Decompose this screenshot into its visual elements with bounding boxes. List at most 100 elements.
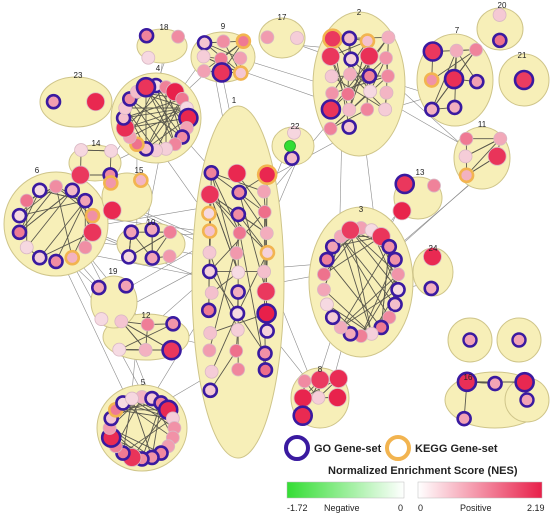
intra-cluster-edge <box>347 37 389 95</box>
gene-set-node <box>257 264 271 279</box>
gene-set-node <box>290 31 304 45</box>
cluster-number-label: 9 <box>221 22 226 31</box>
gene-set-node <box>31 249 48 266</box>
gene-set-node <box>229 246 244 260</box>
gene-set-node <box>19 240 34 255</box>
gene-set-node <box>196 49 211 64</box>
gene-set-node <box>287 125 301 140</box>
gene-set-node <box>333 320 348 335</box>
intra-cluster-edge <box>125 117 189 129</box>
gene-set-node <box>64 249 81 266</box>
gene-set-node <box>381 238 398 255</box>
gene-set-node <box>216 34 231 49</box>
gene-set-node <box>231 184 248 201</box>
gene-set-node <box>293 388 313 408</box>
gene-set-node <box>292 405 314 426</box>
intra-cluster-edge <box>360 259 396 337</box>
gene-set-node <box>171 29 185 44</box>
gene-set-node <box>342 102 357 117</box>
cluster-number-label: 17 <box>278 13 287 22</box>
gene-set-node <box>387 251 403 268</box>
gene-set-node <box>231 265 246 280</box>
gene-set-node <box>201 263 218 280</box>
intra-cluster-edge <box>208 252 210 311</box>
gene-set-node <box>230 284 246 300</box>
gene-set-node <box>229 305 246 322</box>
gene-set-node <box>462 332 478 348</box>
gene-set-node <box>511 332 527 348</box>
gene-set-node <box>196 35 213 51</box>
gene-set-node <box>514 371 535 393</box>
gene-set-node <box>201 223 218 239</box>
intra-cluster-edge <box>350 229 399 275</box>
gene-set-node <box>424 101 440 118</box>
gene-set-node <box>363 84 378 99</box>
gene-set-node <box>120 249 137 265</box>
gene-set-node <box>78 240 93 255</box>
intra-cluster-edge <box>340 236 390 318</box>
gene-set-node <box>83 222 102 242</box>
gene-set-node <box>381 69 395 83</box>
intra-cluster-edge <box>211 313 238 372</box>
intra-cluster-edge <box>340 236 396 305</box>
gene-set-node <box>231 362 246 377</box>
gene-set-node <box>201 205 217 222</box>
go-gene-set-legend-marker <box>284 435 310 461</box>
gene-set-node <box>102 200 122 220</box>
gene-set-node <box>359 33 376 49</box>
gene-set-node <box>204 285 219 300</box>
gene-set-node <box>458 149 473 164</box>
intra-cluster-edge <box>55 186 73 258</box>
cluster-number-label: 23 <box>74 71 83 80</box>
gene-set-node <box>71 165 90 185</box>
gene-set-node <box>140 317 155 332</box>
gene-set-node <box>165 316 181 332</box>
intra-cluster-edge <box>119 323 174 351</box>
gene-set-node <box>427 178 441 193</box>
gene-set-node <box>456 410 472 427</box>
gene-set-node <box>123 224 140 240</box>
gene-set-node <box>319 251 335 268</box>
intra-cluster-edge <box>330 57 387 110</box>
gene-set-node <box>48 253 64 270</box>
negative-label: Negative <box>324 503 360 513</box>
gene-set-node <box>329 369 348 389</box>
gene-set-node <box>257 345 273 362</box>
cluster-number-label: 6 <box>35 166 40 175</box>
cluster-number-label: 13 <box>416 168 425 177</box>
gene-set-node <box>233 51 248 66</box>
intra-cluster-edge <box>55 200 86 262</box>
gene-set-node <box>487 375 503 392</box>
cluster-number-label: 19 <box>109 267 118 276</box>
cluster-number-label: 10 <box>147 218 156 227</box>
gene-set-node <box>11 224 28 241</box>
intra-cluster-edge <box>386 37 389 93</box>
gene-set-node <box>64 182 81 199</box>
gene-set-node <box>202 245 217 260</box>
gene-set-node <box>202 343 217 358</box>
intra-cluster-edge <box>145 86 176 145</box>
gene-set-node <box>230 206 247 223</box>
gene-set-node <box>423 247 442 267</box>
cluster-number-label: 5 <box>141 378 146 387</box>
go-gene-set-legend-label: GO Gene-set <box>314 443 382 455</box>
gene-set-node <box>232 225 247 240</box>
cluster-number-label: 1 <box>232 96 237 105</box>
gene-set-nodes <box>11 8 535 467</box>
gene-set-node <box>144 250 161 266</box>
intra-cluster-edge <box>39 200 86 259</box>
intra-cluster-edge <box>350 230 372 334</box>
gene-set-node <box>324 309 341 326</box>
gene-set-node <box>104 144 118 158</box>
gene-set-node <box>387 296 403 313</box>
cluster-number-label: 3 <box>359 205 364 214</box>
gene-set-node <box>382 310 397 325</box>
gene-set-node <box>322 28 343 50</box>
gene-set-node <box>257 205 272 219</box>
gene-set-node <box>493 131 508 146</box>
gene-set-node <box>390 281 406 298</box>
gene-set-node <box>74 143 89 157</box>
gene-set-node <box>342 326 359 342</box>
